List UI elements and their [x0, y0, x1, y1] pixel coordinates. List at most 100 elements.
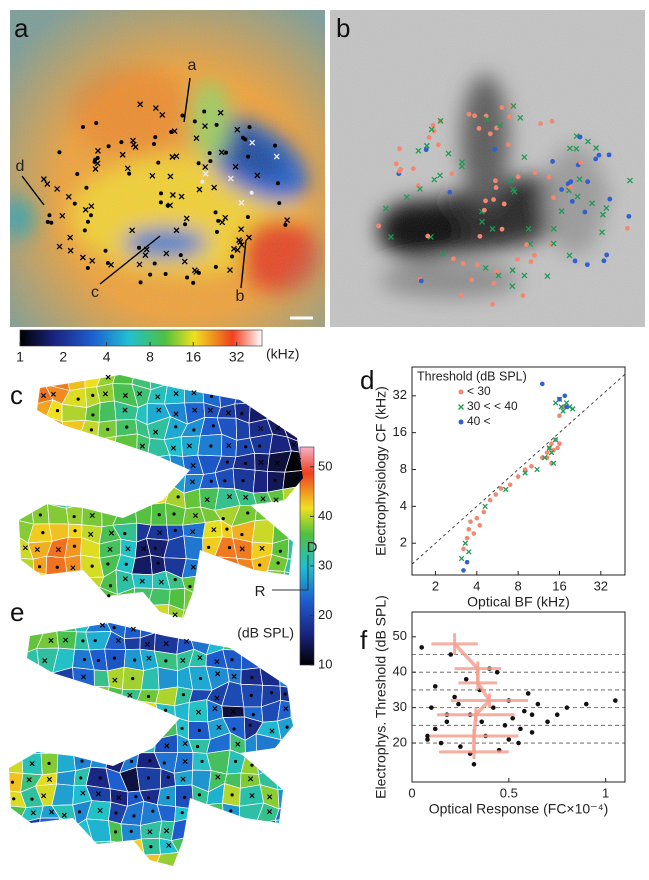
site-cross	[217, 109, 224, 116]
site-dot	[458, 292, 464, 298]
map-cell	[197, 590, 218, 609]
map-cell	[241, 834, 264, 859]
map-cell	[9, 839, 24, 858]
map-cell	[240, 649, 262, 671]
map-cell	[317, 570, 337, 594]
site-dot	[88, 213, 93, 218]
site-cross	[164, 743, 170, 749]
site-cross	[116, 794, 122, 801]
site-cross	[483, 116, 490, 123]
site-dot	[604, 252, 610, 258]
site-cross	[190, 529, 196, 535]
y-tick-label: 32	[393, 387, 407, 402]
map-cell	[123, 637, 141, 651]
site-cross	[566, 145, 573, 152]
site-cross	[139, 443, 145, 449]
site-cross	[550, 225, 557, 232]
site-dot	[213, 264, 218, 269]
site-dot	[230, 793, 234, 797]
map-cell	[40, 736, 59, 755]
map-cell	[38, 699, 58, 721]
point	[522, 708, 527, 714]
site-cross	[172, 612, 178, 618]
point	[464, 559, 470, 565]
map-cell	[78, 436, 100, 456]
site-dot	[200, 759, 204, 764]
site-cross	[70, 565, 76, 571]
map-cell	[121, 873, 141, 880]
site-cross	[56, 243, 63, 250]
map-cell	[99, 603, 122, 618]
y-tick-label: 16	[393, 424, 407, 439]
map-cell	[146, 604, 170, 618]
site-cross	[183, 215, 190, 222]
map-cell	[85, 702, 106, 724]
site-dot	[466, 111, 472, 117]
map-cell	[34, 851, 59, 866]
x-tick-label: 2	[432, 578, 439, 593]
site-cross	[415, 147, 422, 154]
map-cell	[136, 717, 161, 740]
map-cell	[24, 666, 41, 689]
site-dot	[277, 201, 282, 206]
colorbar-tick-label: 40	[318, 508, 332, 523]
site-dot	[211, 424, 215, 428]
site-dot	[178, 253, 183, 258]
panel-label: f	[360, 625, 368, 655]
map-cell	[56, 770, 76, 786]
map-cell	[68, 686, 95, 708]
site-dot	[483, 198, 488, 204]
map-cell	[177, 851, 194, 866]
site-dot	[626, 213, 632, 219]
site-dot	[251, 713, 255, 717]
point	[456, 701, 461, 707]
map-cell	[164, 382, 186, 405]
site-dot	[460, 261, 466, 266]
site-dot	[207, 151, 212, 156]
optical-image	[330, 10, 645, 327]
y-tick-label: 40	[393, 664, 407, 679]
site-dot	[492, 146, 497, 152]
site-dot	[76, 397, 80, 401]
map-cell	[265, 375, 289, 392]
site-cross	[291, 442, 297, 448]
site-dot	[89, 428, 94, 432]
map-cell	[125, 852, 145, 866]
site-dot	[418, 278, 424, 284]
site-cross	[246, 234, 252, 241]
site-dot	[47, 213, 52, 218]
site-cross	[238, 241, 245, 248]
map-cell	[129, 487, 153, 505]
map-cell	[109, 852, 128, 866]
site-cross	[122, 576, 128, 582]
site-dot	[191, 280, 196, 285]
map-cell	[29, 571, 47, 595]
site-cross	[585, 138, 591, 145]
point	[498, 486, 504, 491]
site-cross	[67, 234, 74, 241]
site-cross	[166, 842, 172, 848]
map-cell	[56, 630, 77, 650]
site-dot	[157, 513, 161, 517]
site-dot	[285, 725, 289, 729]
site-cross	[144, 641, 150, 647]
map-cell	[310, 820, 328, 843]
site-dot	[569, 198, 575, 204]
site-cross	[231, 673, 237, 679]
site-dot	[270, 691, 274, 695]
map-cell	[268, 384, 289, 409]
site-cross	[212, 706, 218, 712]
site-dot	[278, 549, 282, 553]
map-cell	[36, 623, 58, 634]
colorbar-tick-label: 10	[318, 656, 332, 671]
map-cell	[146, 524, 169, 541]
map-cell	[214, 603, 241, 618]
x-tick-label: 4	[473, 578, 480, 593]
site-cross	[180, 657, 186, 664]
map-cell	[233, 570, 257, 591]
map-cell	[29, 436, 54, 455]
site-cross	[226, 494, 233, 500]
map-cell	[204, 851, 229, 866]
colorbar-tick-label: 20	[318, 607, 332, 622]
site-dot	[151, 142, 156, 147]
